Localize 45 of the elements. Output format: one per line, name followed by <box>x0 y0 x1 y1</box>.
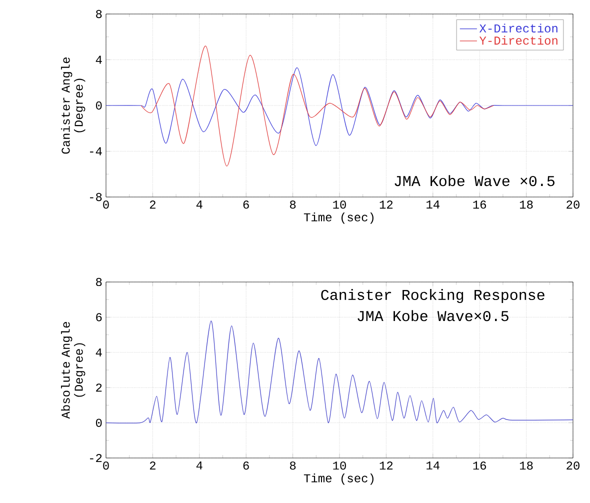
x-tick-label: 12 <box>380 200 393 209</box>
y-axis-title: Canister Angle (Degree) <box>61 58 86 154</box>
y-tick-label: -4 <box>90 147 102 156</box>
x-tick-label: 16 <box>473 200 486 209</box>
y-tick-label: 8 <box>96 278 102 286</box>
x-tick-label: 2 <box>150 200 156 209</box>
y-axis-title: Absolute Angle (Degree) <box>61 322 86 419</box>
x-tick-label: 18 <box>520 462 533 470</box>
x-tick-label: 12 <box>380 462 393 470</box>
x-tick-label: 6 <box>243 462 249 470</box>
x-tick-label: 10 <box>333 200 346 209</box>
y-tick-label: 4 <box>96 348 102 356</box>
annotation: Canister Rocking Response <box>321 289 544 304</box>
x-axis-title: Time (sec) <box>304 474 374 485</box>
x-tick-label: 0 <box>103 462 109 470</box>
x-tick-label: 14 <box>426 200 440 208</box>
x-tick-label: 18 <box>520 200 533 209</box>
x-tick-label: 16 <box>473 462 486 470</box>
y-tick-label: 0 <box>96 101 102 110</box>
x-tick-label: 4 <box>196 200 202 208</box>
x-tick-label: 6 <box>243 200 249 209</box>
x-tick-label: 8 <box>290 462 296 470</box>
x-tick-label: 0 <box>103 200 109 209</box>
y-tick-label: 6 <box>96 313 102 322</box>
line-series <box>106 67 573 146</box>
x-tick-label: 4 <box>196 462 202 470</box>
line-series <box>106 320 573 424</box>
line-series <box>140 46 494 166</box>
x-axis-title: Time (sec) <box>304 212 374 224</box>
y-tick-label: 0 <box>96 418 102 427</box>
x-tick-label: 20 <box>566 200 580 209</box>
annotation: JMA Kobe Wave×0.5 <box>358 310 508 322</box>
y-tick-label: -2 <box>90 454 102 462</box>
x-tick-label: 8 <box>290 200 296 209</box>
y-tick-label: 4 <box>96 56 102 64</box>
x-tick-label: 20 <box>566 462 580 470</box>
legend-label: X-Direction <box>479 24 558 32</box>
legend-label: Y-Direction <box>479 36 558 45</box>
x-tick-label: 10 <box>333 462 346 470</box>
y-tick-label: 8 <box>96 10 102 18</box>
y-tick-label: 2 <box>96 384 102 392</box>
x-tick-label: 14 <box>426 462 440 470</box>
annotation: JMA Kobe Wave ×0.5 <box>394 175 554 186</box>
x-tick-label: 2 <box>150 462 156 470</box>
y-tick-label: -8 <box>90 192 102 202</box>
